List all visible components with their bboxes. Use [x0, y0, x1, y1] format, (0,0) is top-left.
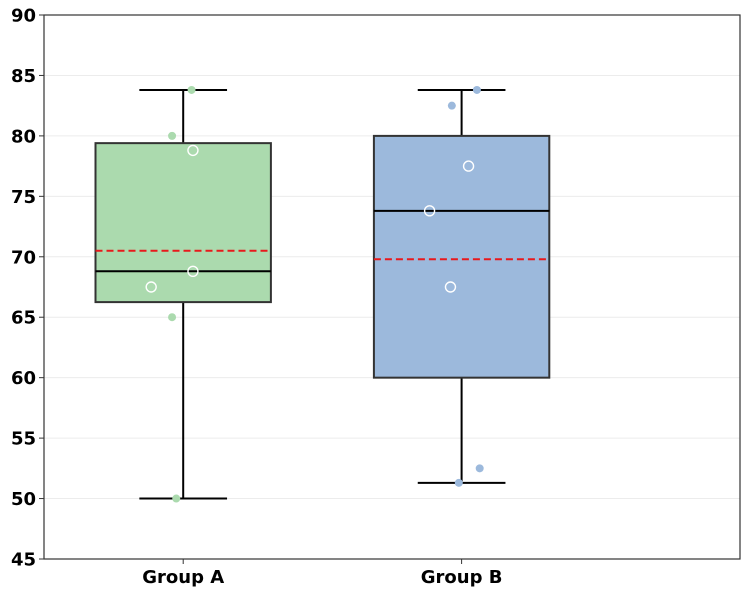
y-axis-ticks: 45 50 55 60 65 70 75 80 85 90 — [11, 6, 44, 571]
x-tick-label: Group A — [142, 567, 224, 588]
y-tick-label: 80 — [11, 126, 36, 147]
y-tick-label: 50 — [11, 489, 36, 510]
data-point — [168, 313, 177, 322]
data-point — [454, 478, 463, 487]
box-iqr — [372, 134, 551, 379]
data-point — [172, 494, 181, 503]
data-point — [187, 144, 199, 157]
y-tick-label: 75 — [11, 187, 36, 208]
box-iqr — [94, 142, 272, 304]
y-tick-label: 85 — [11, 66, 36, 87]
data-point — [472, 85, 481, 94]
data-point — [475, 464, 484, 473]
x-tick-label: Group B — [421, 567, 503, 588]
data-point — [423, 205, 436, 217]
box-group-a — [94, 88, 272, 500]
x-axis-ticks: Group A Group B — [142, 559, 502, 588]
y-tick-label: 45 — [11, 550, 36, 571]
plot-frame — [43, 14, 741, 560]
data-point — [145, 281, 157, 293]
box-group-b — [372, 88, 551, 484]
y-tick-label: 70 — [11, 247, 36, 268]
data-point — [187, 85, 196, 94]
y-tick-label: 60 — [11, 368, 36, 389]
data-point — [447, 101, 456, 110]
points-layer — [145, 85, 484, 503]
y-tick-label: 55 — [11, 429, 36, 450]
data-point — [444, 281, 457, 293]
y-tick-label: 65 — [11, 308, 36, 329]
y-tick-label: 90 — [11, 6, 36, 27]
data-point — [187, 265, 199, 277]
data-point — [168, 131, 177, 140]
boxes-layer — [94, 88, 551, 500]
data-point — [462, 160, 475, 172]
